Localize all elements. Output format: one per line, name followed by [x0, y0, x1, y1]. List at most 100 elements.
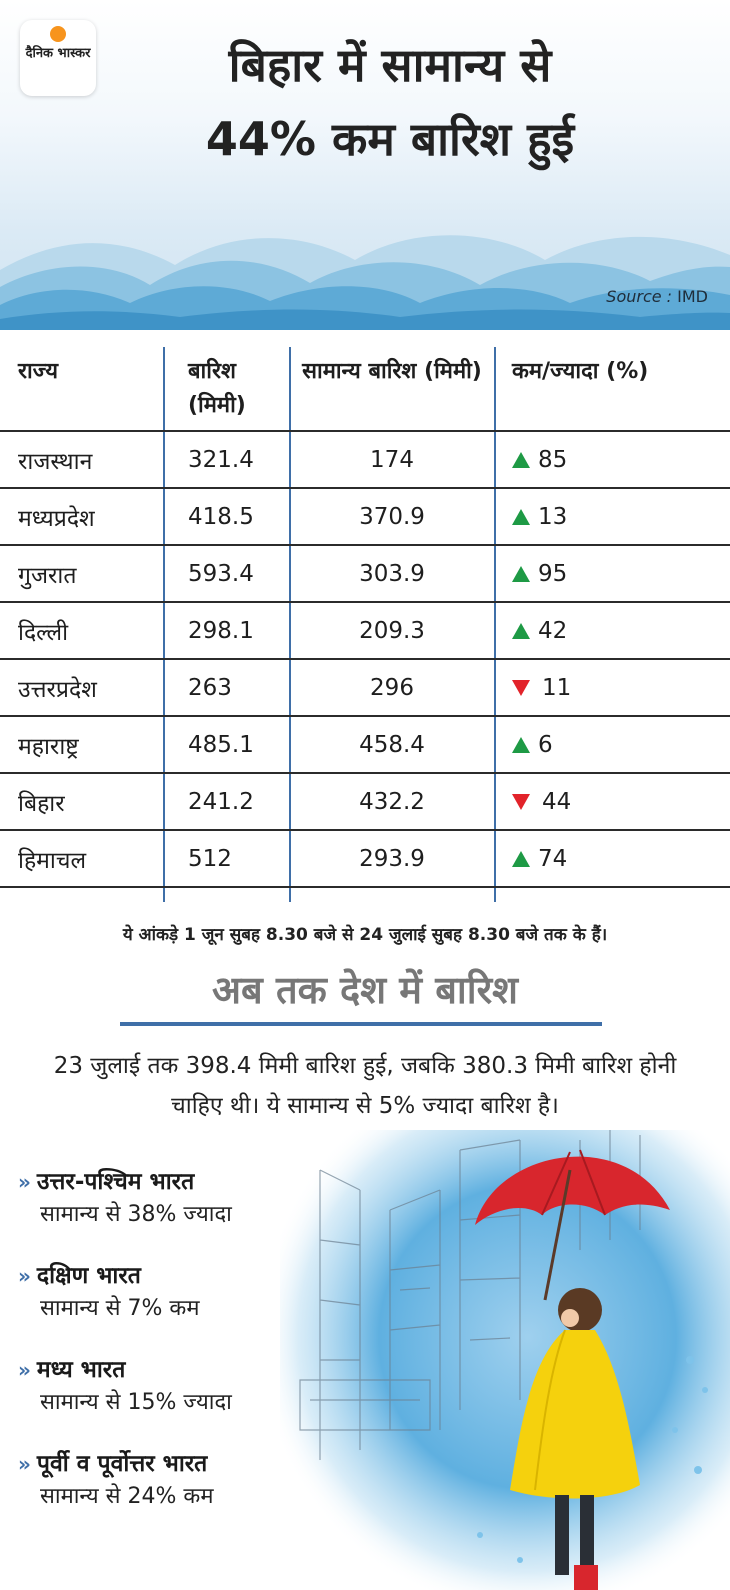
region-stat: सामान्य से 7% कम [40, 1296, 200, 1321]
difference-value: 85 [538, 446, 568, 473]
cell-rain: 321.4 [188, 446, 254, 473]
source-label: Source : [606, 287, 673, 306]
cell-state: दिल्ली [18, 619, 69, 646]
region-name-line: » दक्षिण भारत [18, 1259, 308, 1293]
chevron-right-icon: » [18, 1452, 31, 1476]
header-difference: कम/ज्यादा (%) [512, 359, 649, 384]
region-name: मध्य भारत [36, 1357, 126, 1383]
table-row: हिमाचल 512 293.9 74 [0, 831, 730, 888]
cell-rain: 512 [188, 845, 232, 872]
table-row: गुजरात 593.4 303.9 95 [0, 546, 730, 603]
headline-line-1: बिहार में सामान्य से [228, 38, 552, 92]
arrow-up-icon [512, 451, 530, 468]
region-stat: सामान्य से 15% ज्यादा [40, 1390, 232, 1415]
cell-normal-rain: 370.9 [359, 503, 425, 530]
chevron-right-icon: » [18, 1264, 31, 1288]
arrow-up-icon [512, 850, 530, 867]
sun-icon [50, 26, 66, 42]
header-banner: दैनिक भास्कर बिहार में सामान्य से 44% कम… [0, 0, 730, 330]
cell-rain: 418.5 [188, 503, 254, 530]
arrow-up-icon [512, 565, 530, 582]
cell-difference: 6 [512, 717, 712, 772]
title-underline [120, 1022, 602, 1026]
arrow-down-icon [512, 679, 530, 696]
chevron-right-icon: » [18, 1170, 31, 1194]
arrow-up-icon [512, 736, 530, 753]
chevron-right-icon: » [18, 1358, 31, 1382]
arrow-up-icon [512, 508, 530, 525]
source-value: IMD [677, 287, 708, 306]
difference-value: 11 [542, 674, 572, 701]
source-credit: Source : IMD [606, 287, 708, 306]
cell-normal-rain: 458.4 [359, 731, 425, 758]
cell-rain: 241.2 [188, 788, 254, 815]
cell-difference: 85 [512, 432, 712, 487]
cell-difference: 95 [512, 546, 712, 601]
difference-value: 44 [542, 788, 572, 815]
headline-line-2: 44% कम बारिश हुई [205, 112, 575, 166]
waves-illustration [0, 235, 730, 330]
table-row: बिहार 241.2 432.2 44 [0, 774, 730, 831]
table-header-row: राज्य बारिश (मिमी) सामान्य बारिश (मिमी) … [0, 347, 730, 432]
region-name-line: » पूर्वी व पूर्वोत्तर भारत [18, 1447, 308, 1481]
difference-value: 6 [538, 731, 553, 758]
cell-difference: 44 [512, 774, 712, 829]
cell-normal-rain: 296 [370, 674, 414, 701]
cell-difference: 42 [512, 603, 712, 658]
cell-state: बिहार [18, 790, 65, 817]
arrow-up-icon [512, 622, 530, 639]
region-name: दक्षिण भारत [36, 1263, 141, 1289]
difference-value: 74 [538, 845, 568, 872]
region-item: » मध्य भारत सामान्य से 15% ज्यादा [18, 1353, 308, 1447]
cell-state: हिमाचल [18, 847, 87, 874]
cell-state: गुजरात [18, 562, 77, 589]
cell-difference: 13 [512, 489, 712, 544]
cell-rain: 298.1 [188, 617, 254, 644]
cell-state: मध्यप्रदेश [18, 505, 95, 532]
table-row: उत्तरप्रदेश 263 296 11 [0, 660, 730, 717]
header-state: राज्य [18, 359, 59, 384]
cell-normal-rain: 209.3 [359, 617, 425, 644]
header-rain: बारिश (मिमी) [188, 359, 246, 418]
cell-rain: 593.4 [188, 560, 254, 587]
table-row: राजस्थान 321.4 174 85 [0, 432, 730, 489]
table-row: महाराष्ट्र 485.1 458.4 6 [0, 717, 730, 774]
region-item: » उत्तर-पश्चिम भारत सामान्य से 38% ज्यादा [18, 1165, 308, 1259]
headline: बिहार में सामान्य से 44% कम बारिश हुई [110, 28, 670, 176]
logo-text: दैनिक भास्कर [25, 46, 91, 61]
national-summary: 23 जुलाई तक 398.4 मिमी बारिश हुई, जबकि 3… [53, 1053, 677, 1119]
region-name: उत्तर-पश्चिम भारत [36, 1169, 195, 1195]
arrow-down-icon [512, 793, 530, 810]
data-period-note: ये आंकड़े 1 जून सुबह 8.30 बजे से 24 जुला… [122, 925, 608, 945]
girl-with-umbrella-illustration [280, 1130, 730, 1590]
cell-state: राजस्थान [18, 448, 93, 475]
region-stat: सामान्य से 24% कम [40, 1484, 214, 1509]
cell-difference: 74 [512, 831, 712, 886]
cell-normal-rain: 293.9 [359, 845, 425, 872]
table-row: मध्यप्रदेश 418.5 370.9 13 [0, 489, 730, 546]
column-divider [289, 347, 291, 902]
region-name-line: » मध्य भारत [18, 1353, 308, 1387]
column-divider [494, 347, 496, 902]
cell-state: महाराष्ट्र [18, 733, 79, 760]
cell-normal-rain: 174 [370, 446, 414, 473]
brand-logo: दैनिक भास्कर [20, 20, 96, 96]
column-divider [163, 347, 165, 902]
cell-normal-rain: 432.2 [359, 788, 425, 815]
difference-value: 95 [538, 560, 568, 587]
difference-value: 13 [538, 503, 568, 530]
region-item: » दक्षिण भारत सामान्य से 7% कम [18, 1259, 308, 1353]
cell-normal-rain: 303.9 [359, 560, 425, 587]
cell-rain: 485.1 [188, 731, 254, 758]
region-item: » पूर्वी व पूर्वोत्तर भारत सामान्य से 24% … [18, 1447, 308, 1541]
header-normal-rain: सामान्य बारिश (मिमी) [302, 359, 482, 384]
region-stat: सामान्य से 38% ज्यादा [40, 1202, 232, 1227]
region-name: पूर्वी व पूर्वोत्तर भारत [36, 1451, 208, 1477]
region-list: » उत्तर-पश्चिम भारत सामान्य से 38% ज्यादा»… [18, 1165, 308, 1541]
difference-value: 42 [538, 617, 568, 644]
cell-rain: 263 [188, 674, 232, 701]
cell-difference: 11 [512, 660, 712, 715]
rainfall-table: राज्य बारिश (मिमी) सामान्य बारिश (मिमी) … [0, 347, 730, 888]
cell-state: उत्तरप्रदेश [18, 676, 97, 703]
region-name-line: » उत्तर-पश्चिम भारत [18, 1165, 308, 1199]
